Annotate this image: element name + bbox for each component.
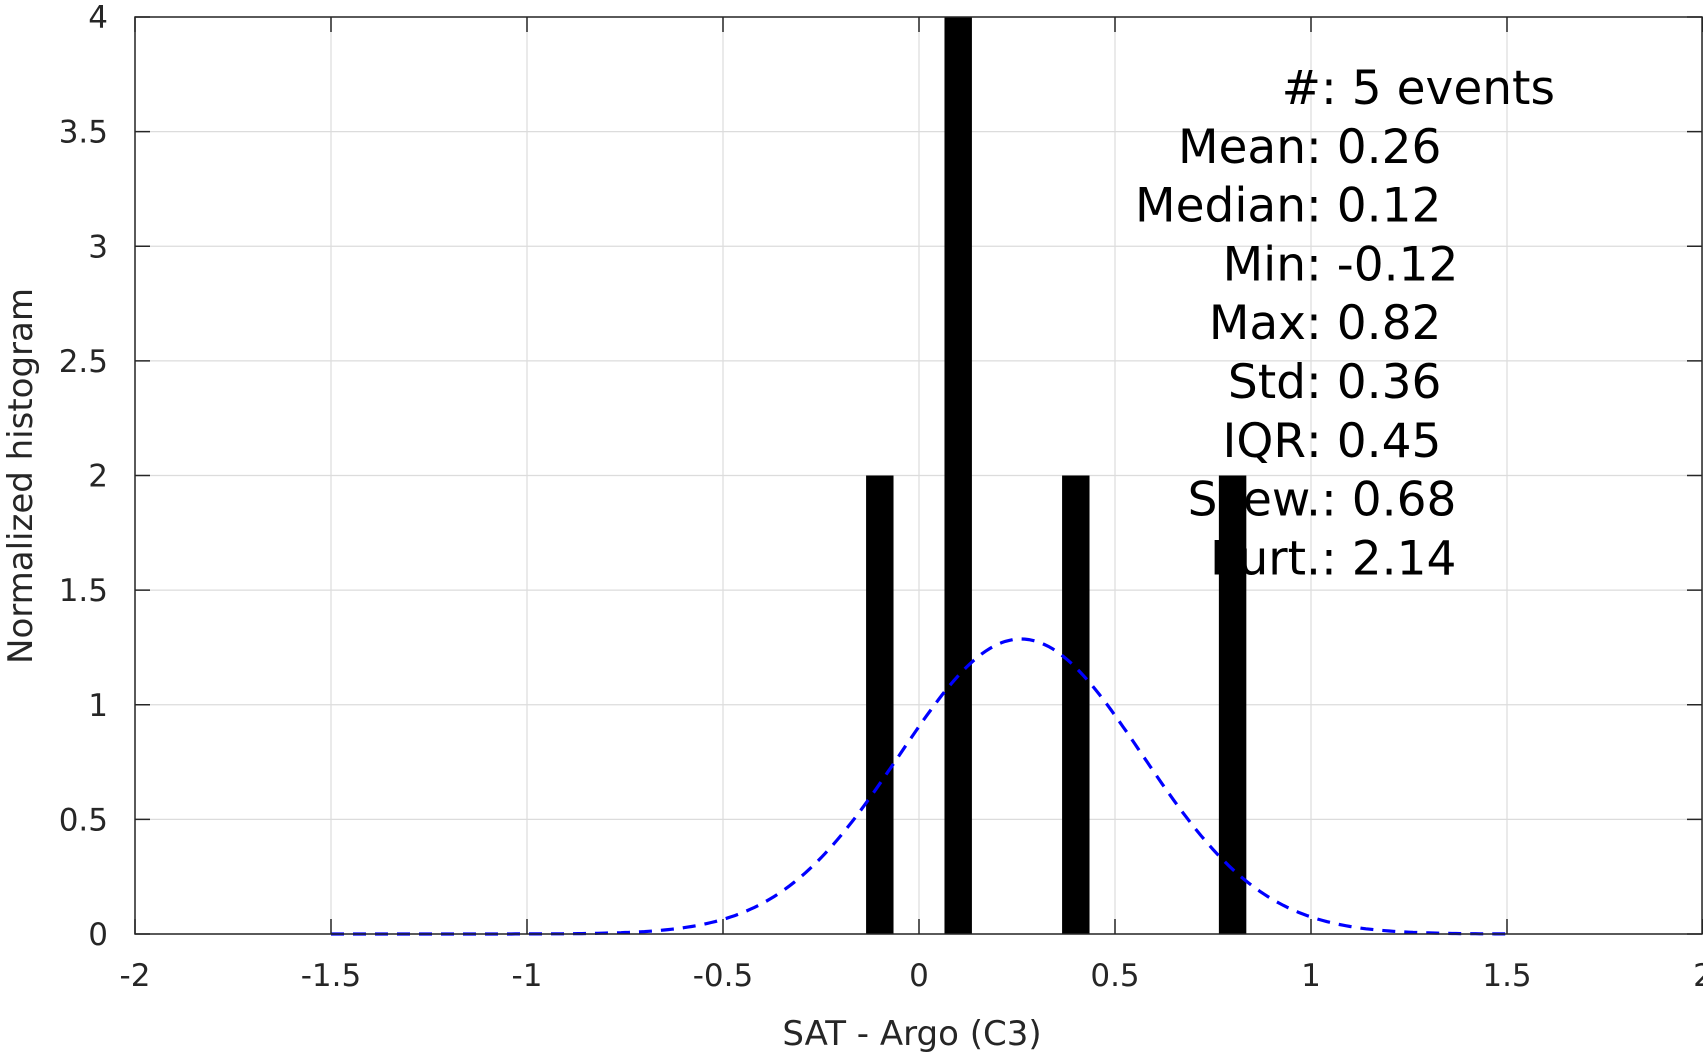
stat-label: Median — [1135, 179, 1306, 234]
stat-value: : 2.14 — [1321, 531, 1456, 586]
histogram-bar — [1218, 475, 1247, 934]
y-tick-label: 2.5 — [59, 344, 108, 380]
stat-value: : 0.82 — [1306, 296, 1441, 351]
grid-lines — [134, 16, 1703, 935]
stat-label: Kurt. — [1210, 531, 1321, 586]
x-tick-label: -0.5 — [693, 958, 754, 994]
y-tick-label: 3.5 — [59, 115, 108, 151]
y-tick-label: 1.5 — [59, 573, 108, 609]
histogram-bar — [1062, 475, 1090, 934]
x-tick-label: -1.5 — [301, 958, 362, 994]
stat-value: : 5 events — [1321, 61, 1555, 116]
y-tick-label: 0 — [88, 917, 108, 953]
stat-value: : 0.12 — [1306, 179, 1441, 234]
stat-value: : 0.36 — [1306, 355, 1441, 410]
stat-label: Max — [1209, 296, 1306, 351]
stat-label: Std — [1228, 355, 1306, 410]
y-tick-label: 2 — [88, 459, 108, 495]
x-tick-label: -2 — [120, 958, 151, 994]
stat-label: Mean — [1178, 120, 1306, 175]
stat-label: IQR — [1222, 414, 1306, 469]
y-tick-labels: 0 0.5 1 1.5 2 2.5 3 3.5 4 — [59, 0, 108, 953]
x-tick-label: 1 — [1301, 958, 1321, 994]
y-tick-label: 4 — [88, 0, 108, 36]
y-tick-label: 1 — [88, 688, 108, 724]
y-axis-label: Normalized histogram — [1, 288, 41, 664]
x-axis-label: SAT - Argo (C3) — [782, 1014, 1041, 1054]
stat-value: : -0.12 — [1306, 237, 1458, 292]
histogram-bar — [944, 17, 972, 934]
y-tick-label: 3 — [88, 229, 108, 265]
x-tick-label: 2 — [1693, 958, 1703, 994]
histogram-bar — [866, 475, 894, 934]
x-tick-label: 0.5 — [1090, 958, 1139, 994]
stat-value: : 0.45 — [1306, 414, 1441, 469]
stat-label: Min — [1223, 237, 1306, 292]
x-tick-label: 1.5 — [1482, 958, 1531, 994]
y-tick-label: 0.5 — [59, 802, 108, 838]
histogram-bars — [866, 17, 1247, 934]
stat-label: # — [1282, 61, 1321, 116]
x-tick-labels: -2 -1.5 -1 -0.5 0 0.5 1 1.5 2 — [120, 958, 1703, 994]
stat-label: Skew. — [1188, 473, 1321, 528]
stat-value: : 0.26 — [1306, 120, 1441, 175]
stat-value: : 0.68 — [1321, 473, 1456, 528]
axis-ticks — [134, 16, 1703, 935]
x-tick-label: -1 — [512, 958, 543, 994]
x-tick-label: 0 — [909, 958, 929, 994]
